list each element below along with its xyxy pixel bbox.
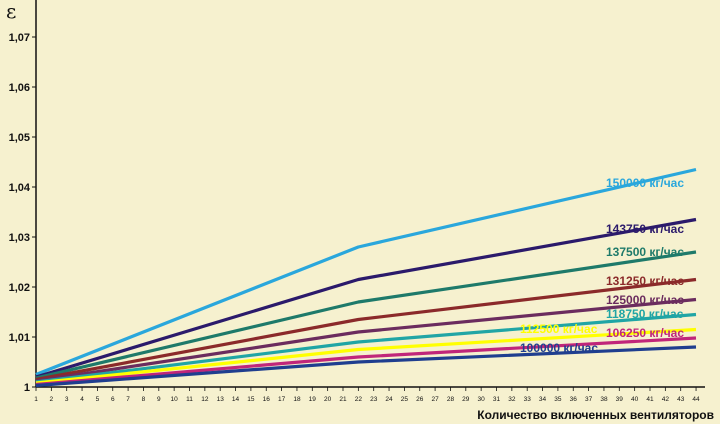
x-tick-label: 23 [370, 396, 378, 403]
x-tick-label: 4 [80, 396, 84, 403]
x-tick-label: 15 [247, 396, 255, 403]
x-tick-label: 16 [263, 396, 271, 403]
x-tick-label: 1 [34, 396, 38, 403]
series-line [35, 277, 697, 382]
y-tick-label: 1,04 [9, 182, 31, 194]
x-tick-label: 27 [431, 396, 439, 403]
series-label: 106250 кг/час [606, 326, 684, 340]
x-tick-label: 33 [524, 396, 532, 403]
series-label: 137500 кг/час [606, 245, 684, 259]
series-line [35, 217, 697, 379]
x-tick-label: 30 [478, 396, 486, 403]
x-tick-label: 9 [157, 396, 161, 403]
y-tick-label: 1,01 [9, 332, 30, 344]
x-tick-label: 28 [447, 396, 455, 403]
x-tick-label: 24 [385, 396, 393, 403]
series-label: 112500 кг/час [520, 322, 598, 336]
x-tick-label: 14 [232, 396, 240, 403]
x-tick-label: 12 [201, 396, 209, 403]
x-axis-title: Количество включенных вентиляторов [477, 408, 714, 422]
series-line [35, 327, 697, 385]
x-tick-label: 19 [309, 396, 317, 403]
x-tick-label: 25 [401, 396, 409, 403]
series-label: 125000 кг/час [606, 293, 684, 307]
y-tick-label: 1,03 [9, 232, 30, 244]
x-tick-label: 41 [646, 396, 654, 403]
y-tick-label: 1,06 [9, 82, 30, 94]
x-tick-label: 18 [293, 396, 301, 403]
x-ticks: 1 2 3 4 5 6 7 8 9 10 11 12 13 14 15 16 17 18 19 20 21 22 23 24 2… [34, 387, 700, 403]
y-ticks: 1 1,01 1,02 1,03 1,04 1,05 1,06 1,07 [9, 32, 36, 394]
series-label: 131250 кг/час [606, 274, 684, 288]
x-tick-label: 21 [339, 396, 347, 403]
y-axis-title: ε [6, 0, 16, 23]
series-line [35, 336, 697, 387]
series-label: 118750 кг/час [606, 307, 684, 321]
x-tick-label: 31 [493, 396, 501, 403]
x-tick-label: 43 [677, 396, 685, 403]
x-tick-label: 17 [278, 396, 286, 403]
x-tick-label: 22 [355, 396, 363, 403]
x-tick-label: 35 [554, 396, 562, 403]
series-label: 150000 кг/час [606, 176, 684, 190]
x-tick-label: 7 [126, 396, 130, 403]
x-tick-label: 26 [416, 396, 424, 403]
y-tick-label: 1,07 [9, 32, 30, 44]
x-tick-label: 10 [171, 396, 179, 403]
x-tick-label: 34 [539, 396, 547, 403]
x-tick-label: 42 [662, 396, 670, 403]
x-tick-label: 36 [570, 396, 578, 403]
series-line [35, 312, 697, 384]
y-tick-label: 1,02 [9, 282, 30, 294]
y-tick-label: 1,05 [9, 132, 30, 144]
series-label: 143750 кг/час [606, 222, 684, 236]
series-lines [35, 167, 697, 388]
x-tick-label: 44 [692, 396, 700, 403]
x-tick-label: 2 [50, 396, 54, 403]
x-tick-label: 6 [111, 396, 115, 403]
x-tick-label: 13 [217, 396, 225, 403]
x-tick-label: 39 [616, 396, 624, 403]
x-tick-label: 20 [324, 396, 332, 403]
x-tick-label: 11 [186, 396, 193, 403]
x-tick-label: 37 [585, 396, 593, 403]
series-line [35, 167, 697, 376]
x-tick-label: 32 [508, 396, 516, 403]
x-tick-label: 3 [65, 396, 69, 403]
x-tick-label: 29 [462, 396, 470, 403]
series-line [35, 345, 697, 388]
x-tick-label: 38 [600, 396, 608, 403]
x-tick-label: 5 [96, 396, 100, 403]
series-line [35, 250, 697, 380]
x-tick-label: 8 [142, 396, 146, 403]
y-tick-label: 1 [24, 382, 30, 394]
series-line [35, 297, 697, 383]
x-tick-label: 40 [631, 396, 639, 403]
series-label: 100000 кг/час [520, 341, 598, 355]
series-labels: 150000 кг/час 143750 кг/час 137500 кг/час 1… [520, 176, 684, 355]
